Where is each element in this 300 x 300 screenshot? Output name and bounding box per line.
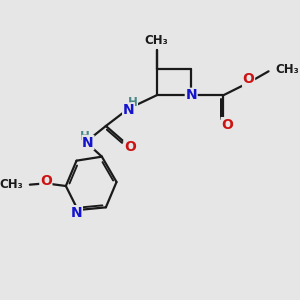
Text: O: O: [243, 72, 254, 86]
Text: N: N: [82, 136, 94, 149]
Text: O: O: [40, 174, 52, 188]
Text: N: N: [185, 88, 197, 102]
Text: CH₃: CH₃: [0, 178, 23, 191]
Text: O: O: [221, 118, 233, 132]
Text: O: O: [124, 140, 136, 154]
Text: CH₃: CH₃: [275, 64, 299, 76]
Text: H: H: [80, 130, 89, 142]
Text: N: N: [123, 103, 134, 117]
Text: CH₃: CH₃: [145, 34, 168, 47]
Text: N: N: [71, 206, 82, 220]
Text: H: H: [128, 96, 137, 109]
